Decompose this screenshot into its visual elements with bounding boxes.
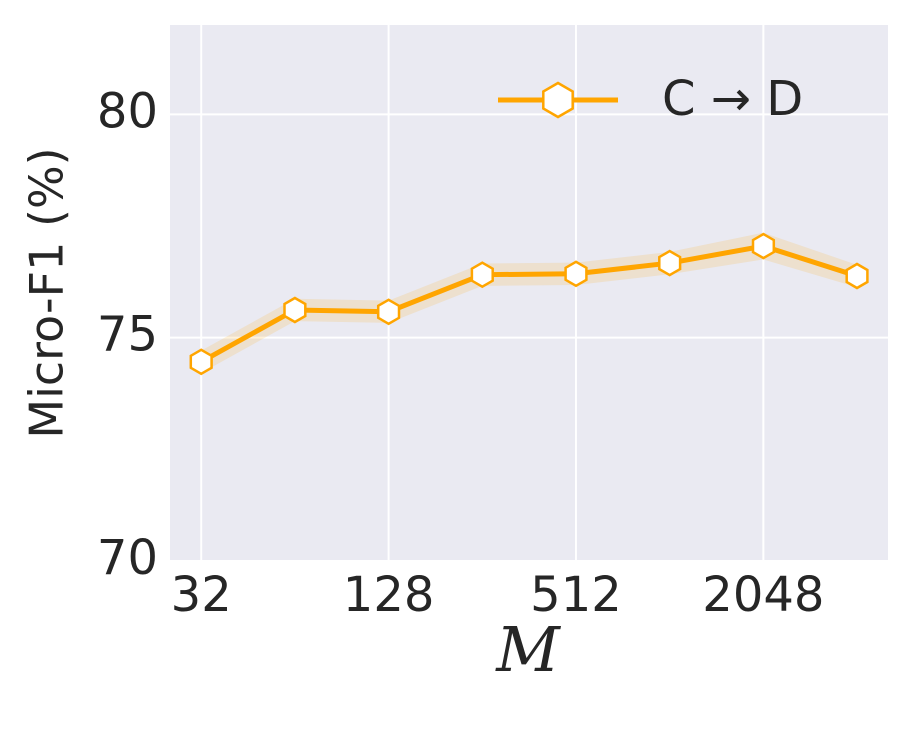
legend-marker xyxy=(542,81,574,119)
marker xyxy=(845,262,869,290)
marker xyxy=(376,298,401,326)
marker xyxy=(564,260,588,288)
marker xyxy=(189,348,213,376)
x-tick-label: 128 xyxy=(343,567,435,623)
x-tick-label: 32 xyxy=(171,567,232,623)
marker xyxy=(751,232,776,260)
x-tick-label: 512 xyxy=(530,567,622,623)
x-tick-label: 2048 xyxy=(702,567,824,623)
marker xyxy=(658,249,682,277)
legend-label: C → D xyxy=(662,71,803,127)
y-tick-label: 70 xyxy=(97,530,158,586)
line xyxy=(200,243,858,364)
marker xyxy=(470,261,494,289)
y-tick-label: 80 xyxy=(97,83,158,139)
x-axis-label: M xyxy=(495,613,561,686)
y-axis-label: Micro-F1 (%) xyxy=(20,147,74,438)
error-band xyxy=(201,232,858,373)
y-tick-label: 75 xyxy=(97,307,158,363)
marker xyxy=(283,296,307,324)
